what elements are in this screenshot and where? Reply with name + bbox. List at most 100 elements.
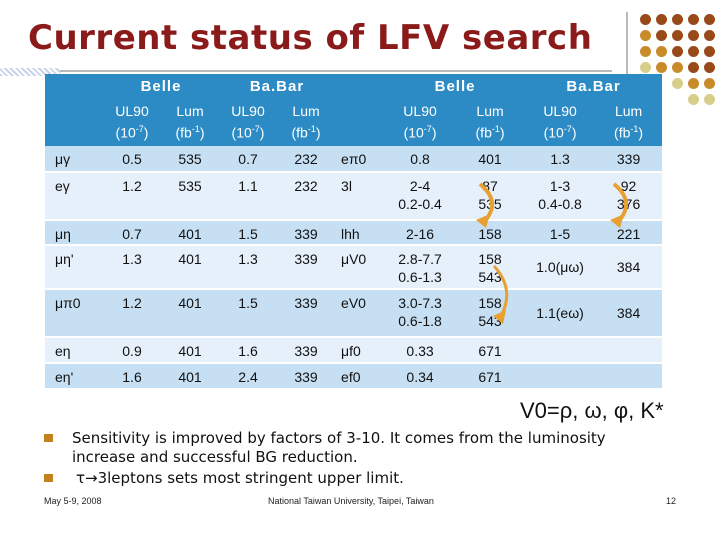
group-header-belle-right: Belle: [385, 74, 526, 98]
value-cell: 1.6: [103, 363, 161, 390]
lum-header: Lum (fb-1): [455, 98, 526, 146]
value-cell: 0.33: [385, 337, 456, 364]
process-cell: lhh: [335, 220, 386, 246]
empty-cell: [595, 363, 663, 390]
dot-decoration: [688, 62, 699, 73]
dot-decoration: [656, 62, 667, 73]
lum-header: Lum (fb-1): [277, 98, 336, 146]
group-header-babar-right: Ba.Bar: [525, 74, 663, 98]
value-cell: 339: [277, 245, 336, 290]
process-cell: eπ0: [335, 146, 386, 173]
group-header-row: Belle Ba.Bar Belle Ba.Bar: [45, 74, 663, 98]
value-cell: 1.5: [219, 220, 278, 246]
value-cell: 232: [277, 172, 336, 221]
process-cell: eγ: [45, 172, 103, 221]
value-cell: 0.9: [103, 337, 161, 364]
value-cell: 535: [161, 146, 220, 173]
dot-decoration: [704, 94, 715, 105]
empty-cell: [525, 363, 596, 390]
table-row: μγ 0.5 535 0.7 232 eπ0 0.8 401 1.3 339: [45, 146, 663, 173]
value-cell: 3.0-7.3 0.6-1.8: [385, 289, 456, 338]
value-cell: 401: [161, 337, 220, 364]
curved-arrow-icon: [610, 182, 628, 228]
value-cell: 671: [455, 363, 526, 390]
v0-definition: V0=ρ, ω, φ, K*: [520, 398, 664, 423]
table-row: μπ0 1.2 401 1.5 339 eV0 3.0-7.3 0.6-1.8 1…: [45, 289, 663, 338]
dot-decoration: [672, 62, 683, 73]
table-row: μη' 1.3 401 1.3 339 μV0 2.8-7.7 0.6-1.3 1…: [45, 245, 663, 290]
footer-venue: National Taiwan University, Taipei, Taiw…: [268, 496, 434, 506]
value-cell: 1.6: [219, 337, 278, 364]
value-cell: 2.4: [219, 363, 278, 390]
value-cell: 401: [161, 245, 220, 290]
title-vertical-rule: [626, 12, 628, 110]
bullet-text-2: τ→3leptons sets most stringent upper lim…: [76, 469, 404, 487]
process-cell: μη': [45, 245, 103, 290]
value-cell: 384: [595, 289, 663, 338]
dot-decoration: [640, 30, 651, 41]
value-cell: 401: [161, 220, 220, 246]
footer-page-number: 12: [666, 496, 677, 506]
dot-decoration: [656, 14, 667, 25]
dot-decoration: [688, 94, 699, 105]
value-cell: 0.5: [103, 146, 161, 173]
value-cell: 1.1(eω): [525, 289, 596, 338]
dot-decoration: [688, 14, 699, 25]
value-cell: 339: [277, 220, 336, 246]
table-row: eη' 1.6 401 2.4 339 ef0 0.34 671: [45, 363, 663, 390]
process-cell: 3l: [335, 172, 386, 221]
process-cell: ef0: [335, 363, 386, 390]
curved-arrow-icon: [476, 182, 494, 228]
ul90-header: UL90 (10-7): [219, 98, 278, 146]
process-cell: μπ0: [45, 289, 103, 338]
process-cell: μV0: [335, 245, 386, 290]
corner-cell: [45, 98, 103, 146]
dot-decoration: [656, 46, 667, 57]
dot-decoration: [640, 46, 651, 57]
lum-header: Lum (fb-1): [595, 98, 663, 146]
value-cell: 1.3: [219, 245, 278, 290]
process-cell: μf0: [335, 337, 386, 364]
value-cell: 1.3: [525, 146, 596, 173]
value-cell: 0.34: [385, 363, 456, 390]
value-cell: 401: [161, 363, 220, 390]
corner-cell: [45, 74, 103, 98]
value-cell: 0.8: [385, 146, 456, 173]
value-cell: 158: [455, 220, 526, 246]
dot-decoration: [704, 30, 715, 41]
slide-title: Current status of LFV search: [28, 18, 593, 58]
process-cell: μη: [45, 220, 103, 246]
dot-decoration: [640, 62, 651, 73]
process-cell: eη': [45, 363, 103, 390]
decorative-dot-grid: [637, 12, 717, 112]
dot-decoration: [704, 62, 715, 73]
value-cell: 232: [277, 146, 336, 173]
empty-cell: [525, 337, 596, 364]
value-cell: 158 543: [455, 289, 526, 338]
bullet-icon: [44, 434, 53, 442]
value-cell: 1.1: [219, 172, 278, 221]
dot-decoration: [704, 78, 715, 89]
decorative-strip: [0, 68, 60, 76]
dot-decoration: [672, 46, 683, 57]
value-cell: 1.2: [103, 289, 161, 338]
value-cell: 671: [455, 337, 526, 364]
dot-decoration: [688, 78, 699, 89]
ul90-header: UL90 (10-7): [103, 98, 161, 146]
value-cell: 1.5: [219, 289, 278, 338]
value-cell: 384: [595, 245, 663, 290]
value-cell: 401: [455, 146, 526, 173]
value-cell: 1-3 0.4-0.8: [525, 172, 596, 221]
corner-cell: [335, 98, 386, 146]
dot-decoration: [704, 46, 715, 57]
group-header-babar-left: Ba.Bar: [219, 74, 336, 98]
dot-decoration: [688, 30, 699, 41]
lum-header: Lum (fb-1): [161, 98, 220, 146]
dot-decoration: [672, 78, 683, 89]
value-cell: 339: [277, 289, 336, 338]
dot-decoration: [688, 46, 699, 57]
value-cell: 2-16: [385, 220, 456, 246]
table-row: μη 0.7 401 1.5 339 lhh 2-16 158 1-5 221: [45, 220, 663, 246]
corner-cell: [335, 74, 386, 98]
value-cell: 2.8-7.7 0.6-1.3: [385, 245, 456, 290]
